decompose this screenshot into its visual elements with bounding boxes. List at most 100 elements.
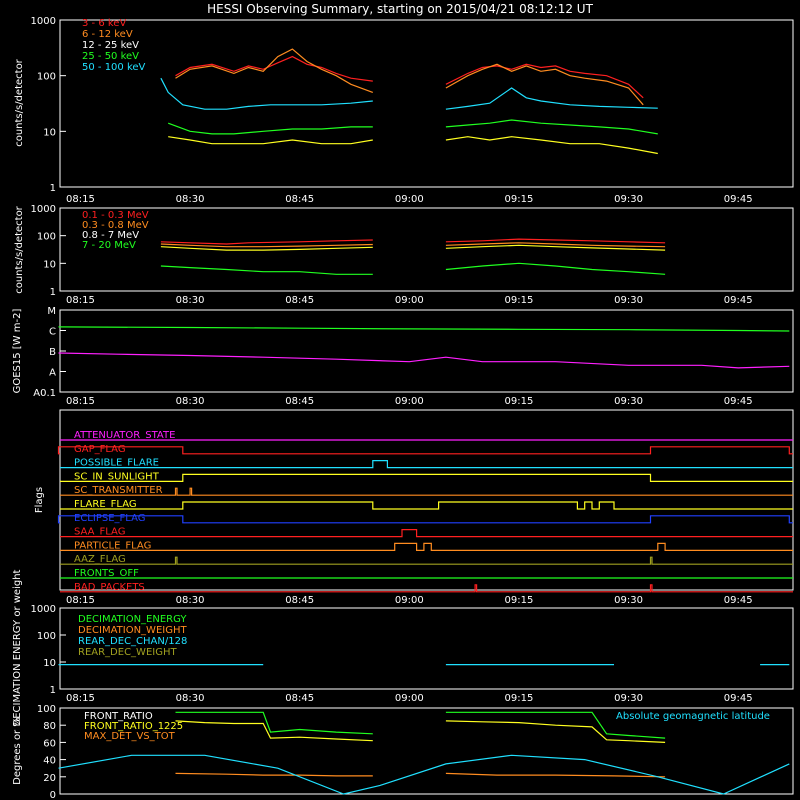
y-tick-label: 100 [37, 232, 56, 243]
series-line [445, 262, 666, 275]
series-line [168, 136, 373, 145]
y-tick-label: M [47, 306, 56, 317]
legend-entry: 6 - 12 keV [82, 29, 133, 40]
series-line [445, 242, 666, 248]
legend-entry: REAR_DEC_CHAN/128 [78, 636, 187, 647]
flag-label: POSSIBLE_FLARE [74, 458, 159, 469]
x-tick-label: 09:15 [505, 595, 534, 606]
y-tick-label: 1 [50, 183, 56, 194]
legend-entry: FRONT_RATIO_1225 [84, 721, 183, 732]
flag-line [60, 460, 793, 469]
legend-entry: 0.3 - 0.8 MeV [82, 220, 149, 231]
legend-entry: 3 - 6 keV [82, 18, 126, 29]
panel-lightcurves-high: counts/s/detector 1 10 100 1000 0.1 - 0.3 M… [14, 204, 794, 298]
series-line [58, 326, 790, 332]
panel-flags: Flags ATTENUATOR_STATE GAP_FLAG POSSIBLE_F… [34, 409, 794, 593]
y-tick-label: A [49, 368, 56, 379]
x-tick-label: 09:00 [395, 595, 424, 606]
series-line [445, 87, 658, 110]
x-tick-label: 09:00 [395, 693, 424, 704]
y-tick-label: 100 [37, 631, 56, 642]
flag-label: GAP_FLAG [74, 444, 126, 455]
y-tick-label: 10 [43, 127, 56, 138]
x-tick-label: 08:15 [66, 295, 95, 306]
series-line [160, 246, 373, 251]
x-tick-label: 08:15 [66, 194, 95, 205]
series-line [160, 77, 373, 110]
legend-entry: 12 - 25 keV [82, 40, 139, 51]
panel-ratios: Degrees or % 0 20 40 60 80 100 FRONT_RATIOFRO… [12, 704, 794, 800]
flag-label: ECLIPSE_FLAG [74, 513, 145, 524]
x-tick-label: 09:15 [505, 295, 534, 306]
legend-entry: DECIMATION_ENERGY [78, 614, 187, 625]
y-tick-label: 10 [43, 259, 56, 270]
x-axis-ticks: 08:15 08:30 08:45 09:00 09:15 09:30 09:45 [66, 194, 753, 205]
flag-line [60, 556, 793, 565]
flag-line [60, 529, 793, 538]
x-tick-label: 08:30 [176, 396, 205, 407]
geomag-latitude-label: Absolute geomagnetic latitude [616, 711, 770, 722]
y-tick-label: B [49, 347, 56, 358]
series-line [445, 711, 666, 739]
legend-entry: MAX_DET_VS_TOT [84, 731, 176, 742]
x-tick-label: 09:30 [614, 396, 643, 407]
x-tick-label: 09:15 [505, 396, 534, 407]
flag-line [60, 584, 793, 593]
legend-entry: FRONT_RATIO [84, 711, 153, 722]
y-tick-label: A0.1 [33, 388, 56, 399]
series-line [445, 136, 658, 155]
x-tick-label: 09:45 [724, 295, 753, 306]
y-axis-label: GOES15 [W m-2] [12, 309, 23, 394]
x-tick-label: 09:30 [614, 693, 643, 704]
y-tick-label: 60 [43, 738, 56, 749]
y-axis-label: Degrees or % [12, 717, 23, 785]
panel-decimation: DECIMATION ENERGY or weight 1 10 100 1000 D… [12, 569, 794, 726]
legend-entry: 0.1 - 0.3 MeV [82, 210, 149, 221]
series-line [160, 239, 373, 245]
series-line [445, 244, 666, 251]
flag-label: SC_IN_SUNLIGHT [74, 471, 160, 482]
x-tick-label: 09:45 [724, 194, 753, 205]
series-line [175, 711, 373, 735]
flag-label: BAD_PACKETS [74, 582, 145, 593]
flag-line [60, 542, 793, 551]
y-tick-label: 100 [37, 704, 56, 715]
series-line [445, 63, 644, 99]
x-tick-label: 09:45 [724, 396, 753, 407]
y-axis-label: counts/s/detector [14, 58, 25, 146]
x-tick-label: 09:00 [395, 295, 424, 306]
x-tick-label: 08:15 [66, 396, 95, 407]
x-tick-label: 09:30 [614, 295, 643, 306]
x-axis-ticks: 08:15 08:30 08:45 09:00 09:15 09:30 09:45 [66, 693, 753, 704]
x-tick-label: 09:30 [614, 595, 643, 606]
flag-label: SAA_FLAG [74, 527, 125, 538]
y-tick-label: C [49, 327, 56, 338]
y-axis-label: Flags [34, 487, 45, 513]
x-tick-label: 08:15 [66, 595, 95, 606]
series-line [160, 243, 373, 248]
series-line [445, 63, 644, 106]
series-line [445, 720, 666, 743]
flag-label: AAZ_FLAG [74, 554, 126, 565]
x-axis-ticks: 08:15 08:30 08:45 09:00 09:15 09:30 09:45 [66, 595, 753, 606]
legend-entry: 0.8 - 7 MeV [82, 230, 139, 241]
x-axis-ticks: 08:15 08:30 08:45 09:00 09:15 09:30 09:45 [66, 295, 753, 306]
flag-line [57, 446, 793, 455]
series-line [445, 772, 666, 778]
series-line [167, 122, 373, 135]
x-tick-label: 08:45 [285, 194, 314, 205]
x-axis-ticks: 08:15 08:30 08:45 09:00 09:15 09:30 09:45 [66, 396, 753, 407]
x-tick-label: 08:30 [176, 194, 205, 205]
panel-lightcurves-low: counts/s/detector 1 10 100 1000 3 - 6 keV6 … [14, 16, 794, 194]
series-line [175, 48, 374, 93]
flag-label: SC_TRANSMITTER [74, 485, 163, 496]
series-line [445, 119, 658, 135]
x-tick-label: 08:45 [285, 595, 314, 606]
legend-entry: 50 - 100 keV [82, 62, 146, 73]
x-tick-label: 08:45 [285, 295, 314, 306]
x-tick-label: 08:30 [176, 595, 205, 606]
y-tick-label: 1000 [31, 16, 56, 27]
x-tick-label: 09:30 [614, 194, 643, 205]
y-axis-label: DECIMATION ENERGY or weight [12, 569, 23, 726]
